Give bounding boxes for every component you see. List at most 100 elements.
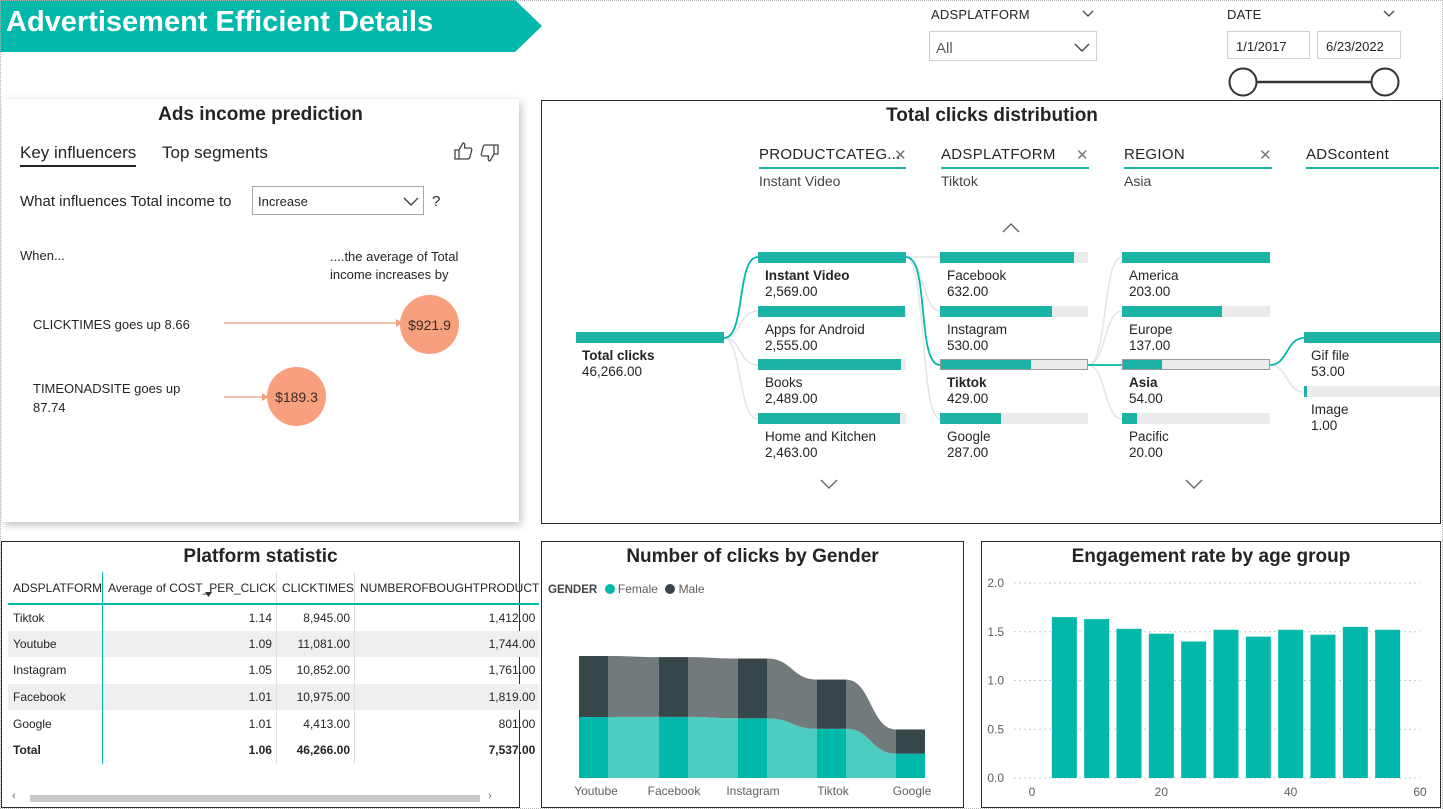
panel-title: Platform statistic	[183, 546, 338, 567]
table-cell: 10,852.00	[276, 657, 356, 684]
tree-level-header[interactable]: ADScontent	[1306, 146, 1439, 169]
tree-node-bar-fill	[1304, 332, 1440, 343]
tree-node-label: Google	[947, 429, 991, 444]
tree-node-value: 2,463.00	[765, 445, 818, 460]
platform-table: ADSPLATFORM Average of COST_PER_CLICK CL…	[8, 572, 540, 764]
tree-node[interactable]: Europe 137.00	[1122, 306, 1270, 354]
tree-node[interactable]: Gif file 53.00	[1304, 332, 1440, 380]
tree-node-value: 287.00	[947, 445, 989, 460]
table-cell: 1,744.00	[488, 636, 536, 651]
date-end-input[interactable]: 6/23/2022	[1317, 31, 1401, 59]
table-total-row[interactable]: Total 1.06 46,266.00 7,537.00	[8, 736, 539, 764]
tree-node[interactable]: Apps for Android 2,555.00	[758, 306, 906, 354]
date-start-input[interactable]: 1/1/2017	[1227, 31, 1310, 59]
tree-level-header[interactable]: ADSPLATFORM ✕ Tiktok	[941, 146, 1089, 189]
y-tick-label: 1.5	[987, 625, 1004, 639]
bar	[1213, 629, 1239, 778]
when-label: When...	[20, 248, 65, 263]
tree-node-label: Gif file	[1311, 348, 1350, 363]
table-cell: 10,975.00	[276, 683, 356, 711]
tree-node[interactable]: Instant Video 2,569.00	[758, 252, 906, 300]
tree-node[interactable]: Facebook 632.00	[940, 252, 1088, 300]
influencer-row[interactable]: CLICKTIMES goes up 8.66 $921.9	[2, 295, 519, 355]
column-header[interactable]: CLICKTIMES	[276, 572, 356, 604]
tab-key-influencers[interactable]: Key influencers	[20, 143, 137, 167]
tree-node[interactable]: America 203.00	[1122, 252, 1270, 300]
x-tick-label: Instagram	[726, 784, 779, 798]
tree-node-bar	[758, 413, 906, 424]
column-segment-male	[738, 658, 767, 719]
tree-node[interactable]: Tiktok 429.00	[940, 359, 1088, 407]
thumbs-up-icon[interactable]	[453, 141, 473, 161]
table-cell: 7,537.00	[488, 743, 536, 758]
tree-level-header[interactable]: REGION ✕ Asia	[1124, 146, 1272, 189]
close-icon[interactable]: ✕	[1076, 147, 1089, 164]
tree-node[interactable]: Books 2,489.00	[758, 359, 906, 407]
chevron-down-icon[interactable]	[1184, 478, 1204, 490]
tree-node-bar-fill	[940, 252, 1074, 263]
tree-node[interactable]: Pacific 20.00	[1122, 413, 1270, 461]
chevron-down-icon[interactable]	[1383, 9, 1395, 19]
column-segment-male	[896, 729, 925, 754]
table-row[interactable]: Facebook 1.01 10,975.00 1,819.00	[8, 683, 540, 711]
x-tick-label: Google	[893, 784, 932, 798]
influence-question-prefix: What influences Total income to	[20, 193, 232, 210]
tree-node-bar	[758, 359, 906, 370]
table-row[interactable]: Instagram 1.05 10,852.00 1,761.00	[8, 657, 539, 684]
bar	[1084, 619, 1110, 778]
bar	[1278, 629, 1304, 778]
tree-node-bar-fill	[1122, 413, 1137, 424]
table-row[interactable]: Youtube 1.09 11,081.00 1,744.00	[8, 630, 540, 658]
tree-node[interactable]: Image 1.00	[1304, 386, 1440, 434]
tree-node-label: Asia	[1129, 375, 1158, 390]
table-cell: Total	[8, 736, 104, 764]
influence-direction-dropdown[interactable]: Increase	[252, 186, 424, 215]
table-cell: Youtube	[8, 630, 104, 658]
y-tick-label: 1.0	[987, 674, 1004, 688]
column-segment-male	[817, 679, 846, 729]
legend-swatch-female	[604, 584, 615, 594]
scroll-right-icon[interactable]: ›	[488, 790, 492, 802]
tree-node-value: 2,489.00	[765, 391, 818, 406]
age-bar-chart: 0.0 0.5 1.0 1.5 2.0 0 20 40 60	[987, 576, 1427, 799]
table-cell: Instagram	[8, 657, 104, 684]
scroll-left-icon[interactable]: ‹	[12, 790, 16, 802]
tree-level-header[interactable]: PRODUCTCATEG... ✕ Instant Video	[759, 146, 907, 189]
platform-dropdown[interactable]: All	[929, 31, 1097, 61]
tree-node[interactable]: Google 287.00	[940, 413, 1088, 461]
gender-ribbon-chart: Youtube Facebook Instagram Tiktok Google	[574, 656, 932, 798]
tree-node-bar-fill	[1122, 252, 1270, 263]
table-row[interactable]: Google 1.01 4,413.00 801.00	[8, 710, 539, 737]
chevron-up-icon[interactable]	[1001, 222, 1021, 234]
influencer-condition: TIMEONADSITE goes up 87.74	[33, 381, 181, 415]
table-row[interactable]: Tiktok 1.14 8,945.00 1,412.00	[8, 604, 539, 631]
column-header-sorted[interactable]: Average of COST_PER_CLICK	[102, 572, 277, 604]
table-cell: Facebook	[8, 683, 104, 711]
column-header[interactable]: NUMBEROFBOUGHTPRODUCT	[360, 580, 540, 595]
thumbs-down-icon[interactable]	[480, 143, 500, 163]
tab-top-segments[interactable]: Top segments	[162, 143, 268, 162]
chevron-down-icon[interactable]	[819, 478, 839, 490]
close-icon[interactable]: ✕	[1259, 147, 1272, 164]
tree-node[interactable]: Instagram 530.00	[940, 306, 1088, 354]
bar	[1116, 628, 1142, 778]
column-header[interactable]: ADSPLATFORM	[8, 572, 104, 604]
table-cell: Google	[8, 710, 104, 737]
close-icon[interactable]: ✕	[894, 147, 907, 164]
column-header-label: Average of COST_PER_CLICK	[108, 580, 276, 595]
tree-node-bar-fill	[758, 252, 906, 263]
tree-level-underline	[1124, 167, 1272, 169]
tree-node[interactable]: Asia 54.00	[1122, 359, 1270, 407]
influence-question-suffix: ?	[432, 193, 441, 210]
table-horizontal-scrollbar[interactable]: ‹ ›	[8, 790, 506, 803]
ribbon-male	[767, 658, 817, 729]
influencer-row[interactable]: TIMEONADSITE goes up 87.74 $189.3	[2, 367, 519, 427]
chevron-down-icon[interactable]	[1082, 9, 1094, 19]
tree-root-node[interactable]: Total clicks 46,266.00	[576, 332, 724, 380]
tree-node[interactable]: Home and Kitchen 2,463.00	[758, 413, 906, 461]
chart-title: Number of clicks by Gender	[626, 546, 879, 567]
tree-connectors	[723, 256, 1305, 420]
tree-node-label: Image	[1311, 402, 1349, 417]
date-range-slider[interactable]	[1227, 66, 1403, 98]
scrollbar-thumb[interactable]	[30, 795, 480, 802]
